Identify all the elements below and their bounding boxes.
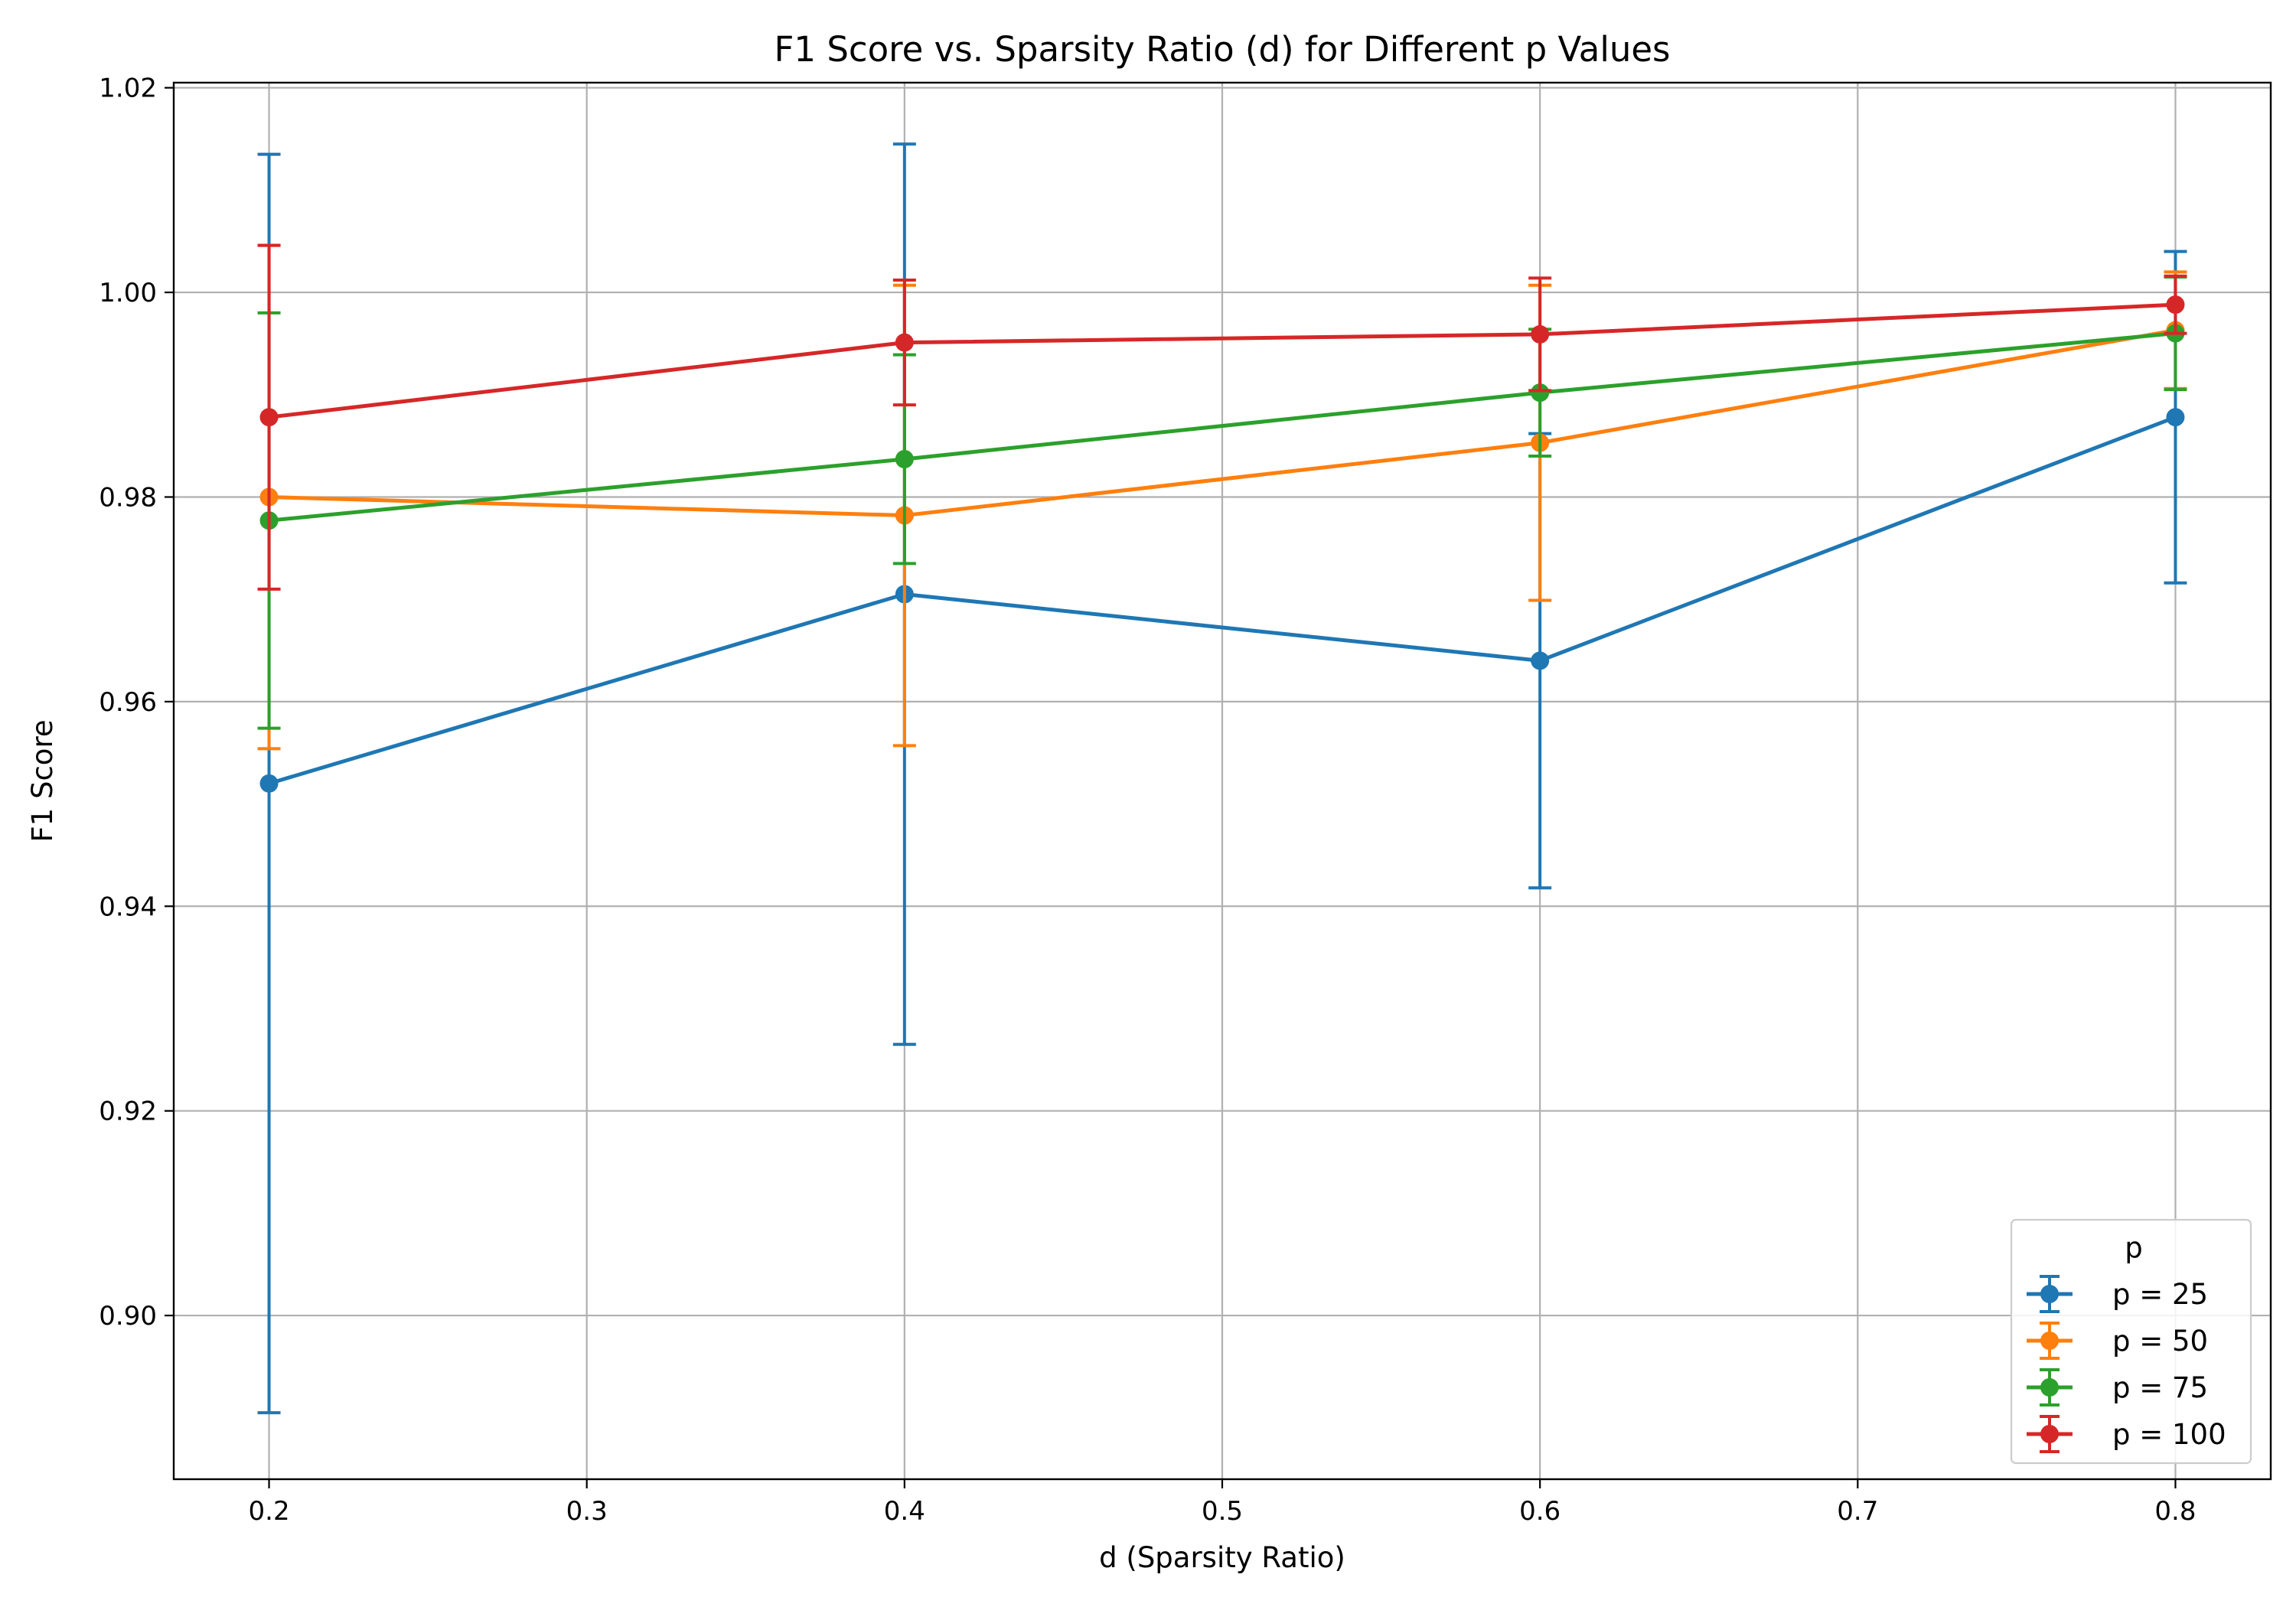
series-line	[269, 331, 2176, 523]
series-line	[268, 415, 2177, 786]
data-point	[259, 774, 279, 793]
series-layer	[257, 142, 2187, 1415]
series-line	[269, 328, 2176, 518]
legend-label: p = 75	[2112, 1371, 2208, 1404]
x-tick-label: 0.7	[1837, 1496, 1878, 1527]
legend-marker	[2040, 1378, 2059, 1397]
legend-entry: p = 75	[2027, 1368, 2208, 1407]
legend-label: p = 100	[2112, 1418, 2226, 1451]
x-tick-label: 0.8	[2154, 1496, 2196, 1527]
data-point	[895, 450, 914, 469]
legend-entry: p = 100	[2027, 1415, 2226, 1453]
ticks-layer: 0.2 0.3 0.4 0.5 0.6 0.7 0.8 0.90 0.92 0.94 0.96 0.9…	[99, 73, 2196, 1527]
legend-entries: p = 25 p = 50 p = 75 p = 100	[2027, 1275, 2226, 1453]
data-point	[1531, 651, 1550, 670]
x-tick-label: 0.2	[249, 1496, 290, 1527]
x-tick-label: 0.4	[884, 1496, 925, 1527]
y-tick-label: 0.90	[99, 1301, 157, 1332]
data-point	[1531, 383, 1550, 403]
data-point	[1531, 324, 1550, 344]
x-tick-label: 0.5	[1202, 1496, 1243, 1527]
legend-title: p	[2125, 1231, 2143, 1264]
y-tick-label: 0.94	[99, 892, 157, 922]
x-tick-label: 0.3	[566, 1496, 608, 1527]
legend-label: p = 25	[2112, 1278, 2208, 1311]
y-tick-label: 1.00	[99, 278, 157, 308]
data-point	[2166, 295, 2185, 315]
legend-marker	[2040, 1285, 2059, 1303]
legend-entry: p = 25	[2027, 1275, 2208, 1313]
legend-box	[2010, 1218, 2252, 1465]
series-line	[269, 302, 2176, 419]
plot-frame	[172, 81, 2272, 1481]
x-axis-label: d (Sparsity Ratio)	[1099, 1541, 1345, 1574]
x-tick-label: 0.6	[1519, 1496, 1561, 1527]
y-axis-label: F1 Score	[26, 719, 59, 842]
y-tick-label: 1.02	[99, 73, 157, 104]
series-4	[257, 243, 2187, 591]
y-tick-label: 0.98	[99, 482, 157, 513]
y-tick-label: 0.92	[99, 1097, 157, 1127]
y-tick-label: 0.96	[99, 687, 157, 718]
data-point	[259, 408, 279, 427]
legend: p p = 25 p = 50 p = 75 p = 100	[2010, 1218, 2252, 1465]
legend-marker	[2040, 1425, 2059, 1443]
legend-marker	[2040, 1332, 2059, 1350]
legend-label: p = 50	[2112, 1325, 2208, 1358]
legend-entry: p = 50	[2027, 1322, 2208, 1360]
chart-title: F1 Score vs. Sparsity Ratio (d) for Diff…	[775, 29, 1671, 70]
data-point	[895, 333, 914, 352]
data-point	[2166, 408, 2185, 427]
